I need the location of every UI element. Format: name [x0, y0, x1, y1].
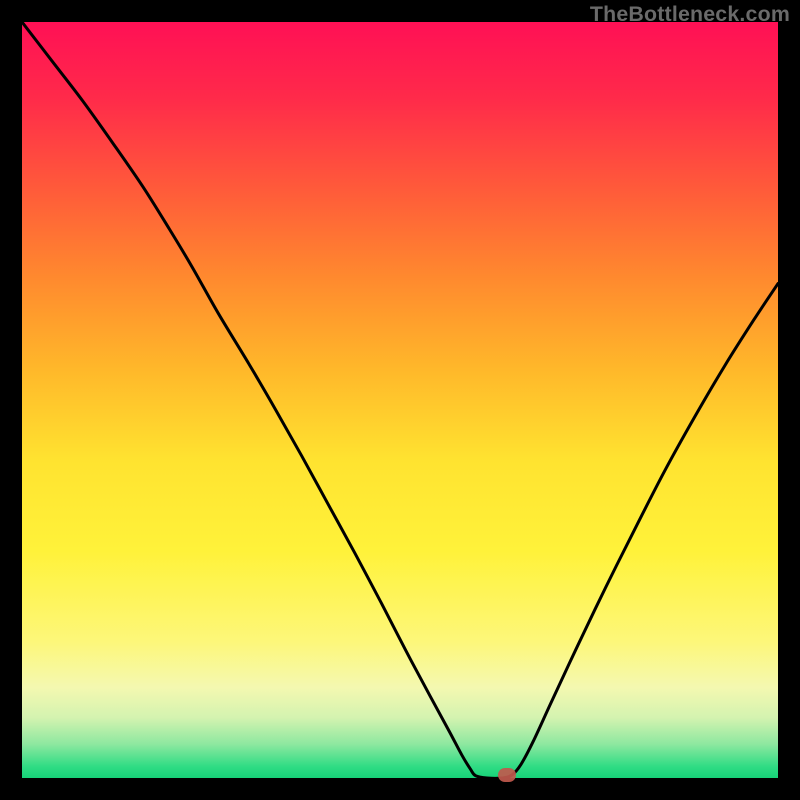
watermark-text: TheBottleneck.com: [590, 2, 790, 27]
optimal-point-marker: [498, 768, 516, 782]
bottleneck-curve: [22, 22, 778, 778]
